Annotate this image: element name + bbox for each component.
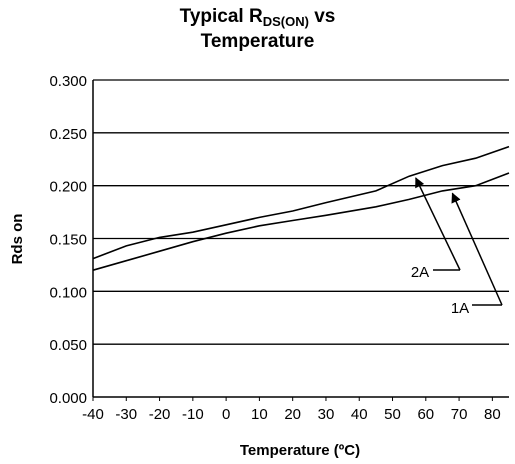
y-tick-labels: 0.000 0.050 0.100 0.150 0.200 0.250 0.300 xyxy=(49,73,87,407)
x-tick-label: 50 xyxy=(384,406,401,423)
x-tick-label: -40 xyxy=(82,406,104,423)
y-tick-label: 0.150 xyxy=(49,232,87,249)
chart-title-line2: Temperature xyxy=(200,31,315,52)
y-tick-label: 0.100 xyxy=(49,284,87,301)
x-tick-label: 80 xyxy=(484,406,501,423)
annotation-label-2a: 2A xyxy=(411,264,429,281)
x-tick-labels: -40 -30 -20 -10 0 10 20 30 40 50 60 70 80 xyxy=(82,406,501,423)
x-tick-label: -30 xyxy=(115,406,137,423)
grid-lines xyxy=(93,79,509,345)
y-tick-label: 0.300 xyxy=(49,73,87,90)
annotations: 2A 1A xyxy=(411,177,503,317)
x-tick-label: 20 xyxy=(284,406,301,423)
annotation-arrow xyxy=(451,192,503,306)
axes xyxy=(92,80,509,401)
y-tick-label: 0.250 xyxy=(49,126,87,143)
y-tick-label: 0.000 xyxy=(49,390,87,407)
series-line-2a xyxy=(92,145,510,260)
x-tick-label: -20 xyxy=(149,406,171,423)
y-tick-label: 0.050 xyxy=(49,337,87,354)
series-line-1a xyxy=(92,172,510,271)
annotation-label-1a: 1A xyxy=(451,300,469,317)
series-lines xyxy=(92,145,510,271)
chart-title: Typical RDS(ON) vs xyxy=(179,6,336,29)
x-tick-label: 10 xyxy=(251,406,268,423)
x-tick-label: -10 xyxy=(182,406,204,423)
x-axis-label: Temperature (ºC) xyxy=(240,442,360,459)
x-tick-label: 70 xyxy=(451,406,468,423)
x-tick-label: 30 xyxy=(318,406,335,423)
annotation-arrow xyxy=(415,177,461,271)
y-tick-label: 0.200 xyxy=(49,179,87,196)
x-tick-label: 40 xyxy=(351,406,368,423)
x-tick-label: 0 xyxy=(222,406,230,423)
y-axis-label: Rds on xyxy=(9,214,26,265)
x-tick-label: 60 xyxy=(417,406,434,423)
